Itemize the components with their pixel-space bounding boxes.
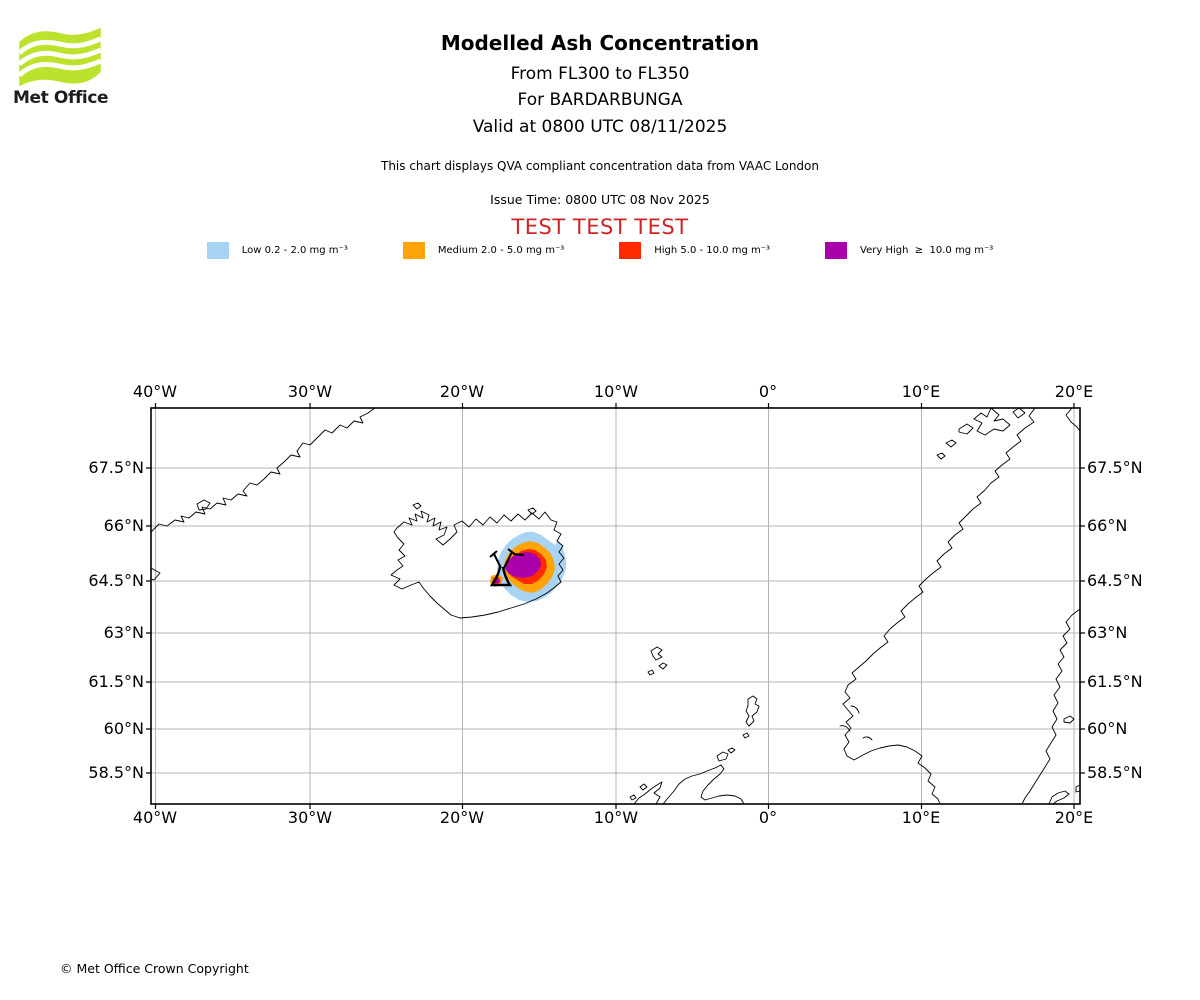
- x-tick-top-20e: 20°E: [1054, 382, 1094, 401]
- legend: Low 0.2 - 2.0 mg m⁻³ Medium 2.0 - 5.0 mg…: [0, 242, 1200, 259]
- legend-item-low: Low 0.2 - 2.0 mg m⁻³: [206, 242, 348, 259]
- copyright-text: © Met Office Crown Copyright: [60, 961, 249, 976]
- legend-label-medium: Medium 2.0 - 5.0 mg m⁻³: [437, 245, 565, 256]
- x-tick-bottom-40w: 40°W: [132, 808, 178, 827]
- x-tick-top-40w: 40°W: [132, 382, 178, 401]
- map-canvas: [146, 403, 1085, 809]
- coast-greenland-island: [150, 499, 211, 581]
- legend-swatch-high: [619, 242, 642, 259]
- x-tick-top-20w: 20°W: [439, 382, 485, 401]
- axis-ticks: [146, 403, 1085, 809]
- x-tick-top-0: 0°: [758, 382, 778, 401]
- y-tick-left-58-5: 58.5°N: [88, 763, 144, 782]
- y-tick-left-64-5: 64.5°N: [88, 571, 144, 590]
- coast-lofoten: [936, 407, 1026, 460]
- coast-faroes: [647, 646, 668, 676]
- graticule: [151, 408, 1080, 804]
- legend-swatch-medium: [402, 242, 425, 259]
- x-tick-bottom-10w: 10°W: [593, 808, 639, 827]
- y-tick-right-63: 63°N: [1087, 623, 1128, 642]
- coast-ne-corner: [1065, 407, 1081, 432]
- coast-norway: [842, 407, 1036, 805]
- y-tick-left-67-5: 67.5°N: [88, 458, 144, 477]
- test-banner: TEST TEST TEST: [511, 215, 689, 239]
- map-area: [146, 403, 1085, 809]
- coast-scotland: [629, 764, 745, 805]
- qva-description: This chart displays QVA compliant concen…: [381, 159, 819, 173]
- x-tick-bottom-20e: 20°E: [1054, 808, 1094, 827]
- y-tick-right-64-5: 64.5°N: [1087, 571, 1143, 590]
- x-tick-bottom-30w: 30°W: [287, 808, 333, 827]
- legend-item-high: High 5.0 - 10.0 mg m⁻³: [619, 242, 770, 259]
- met-office-waves-icon: [17, 27, 102, 87]
- y-tick-left-63: 63°N: [103, 623, 144, 642]
- coast-orkney: [716, 747, 736, 762]
- legend-label-high: High 5.0 - 10.0 mg m⁻³: [654, 245, 771, 256]
- y-tick-right-60: 60°N: [1087, 719, 1128, 738]
- met-office-logo: Met Office: [13, 26, 114, 108]
- y-tick-left-60: 60°N: [103, 719, 144, 738]
- y-tick-right-66: 66°N: [1087, 516, 1128, 535]
- issue-time: Issue Time: 0800 UTC 08 Nov 2025: [490, 192, 710, 207]
- met-office-logo-text: Met Office: [13, 88, 109, 108]
- x-tick-bottom-10e: 10°E: [901, 808, 941, 827]
- coast-fjord-details: [839, 705, 873, 741]
- coast-iceland-islets: [412, 502, 537, 515]
- y-tick-right-61-5: 61.5°N: [1087, 672, 1143, 691]
- legend-item-very-high: Very High ≥ 10.0 mg m⁻³: [825, 242, 993, 259]
- coast-sweden: [1021, 608, 1081, 805]
- y-tick-right-67-5: 67.5°N: [1087, 458, 1143, 477]
- legend-swatch-very-high: [825, 242, 848, 259]
- volcano-eruption-icon: [489, 548, 525, 587]
- chart-subtitle-volcano: For BARDARBUNGA: [517, 90, 683, 110]
- y-tick-left-61-5: 61.5°N: [88, 672, 144, 691]
- x-tick-bottom-0: 0°: [758, 808, 778, 827]
- coast-iceland: [390, 510, 565, 619]
- x-tick-top-30w: 30°W: [287, 382, 333, 401]
- chart-subtitle-levels: From FL300 to FL350: [510, 64, 690, 84]
- x-tick-top-10e: 10°E: [901, 382, 941, 401]
- plume-very-high: [505, 552, 541, 578]
- y-tick-right-58-5: 58.5°N: [1087, 763, 1143, 782]
- coast-greenland: [150, 407, 376, 533]
- legend-item-medium: Medium 2.0 - 5.0 mg m⁻³: [402, 242, 565, 259]
- legend-swatch-low: [206, 242, 229, 259]
- chart-title: Modelled Ash Concentration: [440, 31, 760, 55]
- coastlines: [150, 407, 1081, 805]
- x-tick-bottom-20w: 20°W: [439, 808, 485, 827]
- legend-label-very-high: Very High ≥ 10.0 mg m⁻³: [860, 245, 994, 256]
- coast-shetland: [742, 695, 760, 739]
- chart-subtitle-valid: Valid at 0800 UTC 08/11/2025: [472, 117, 728, 137]
- y-tick-left-66: 66°N: [103, 516, 144, 535]
- legend-label-low: Low 0.2 - 2.0 mg m⁻³: [241, 245, 348, 256]
- x-tick-top-10w: 10°W: [593, 382, 639, 401]
